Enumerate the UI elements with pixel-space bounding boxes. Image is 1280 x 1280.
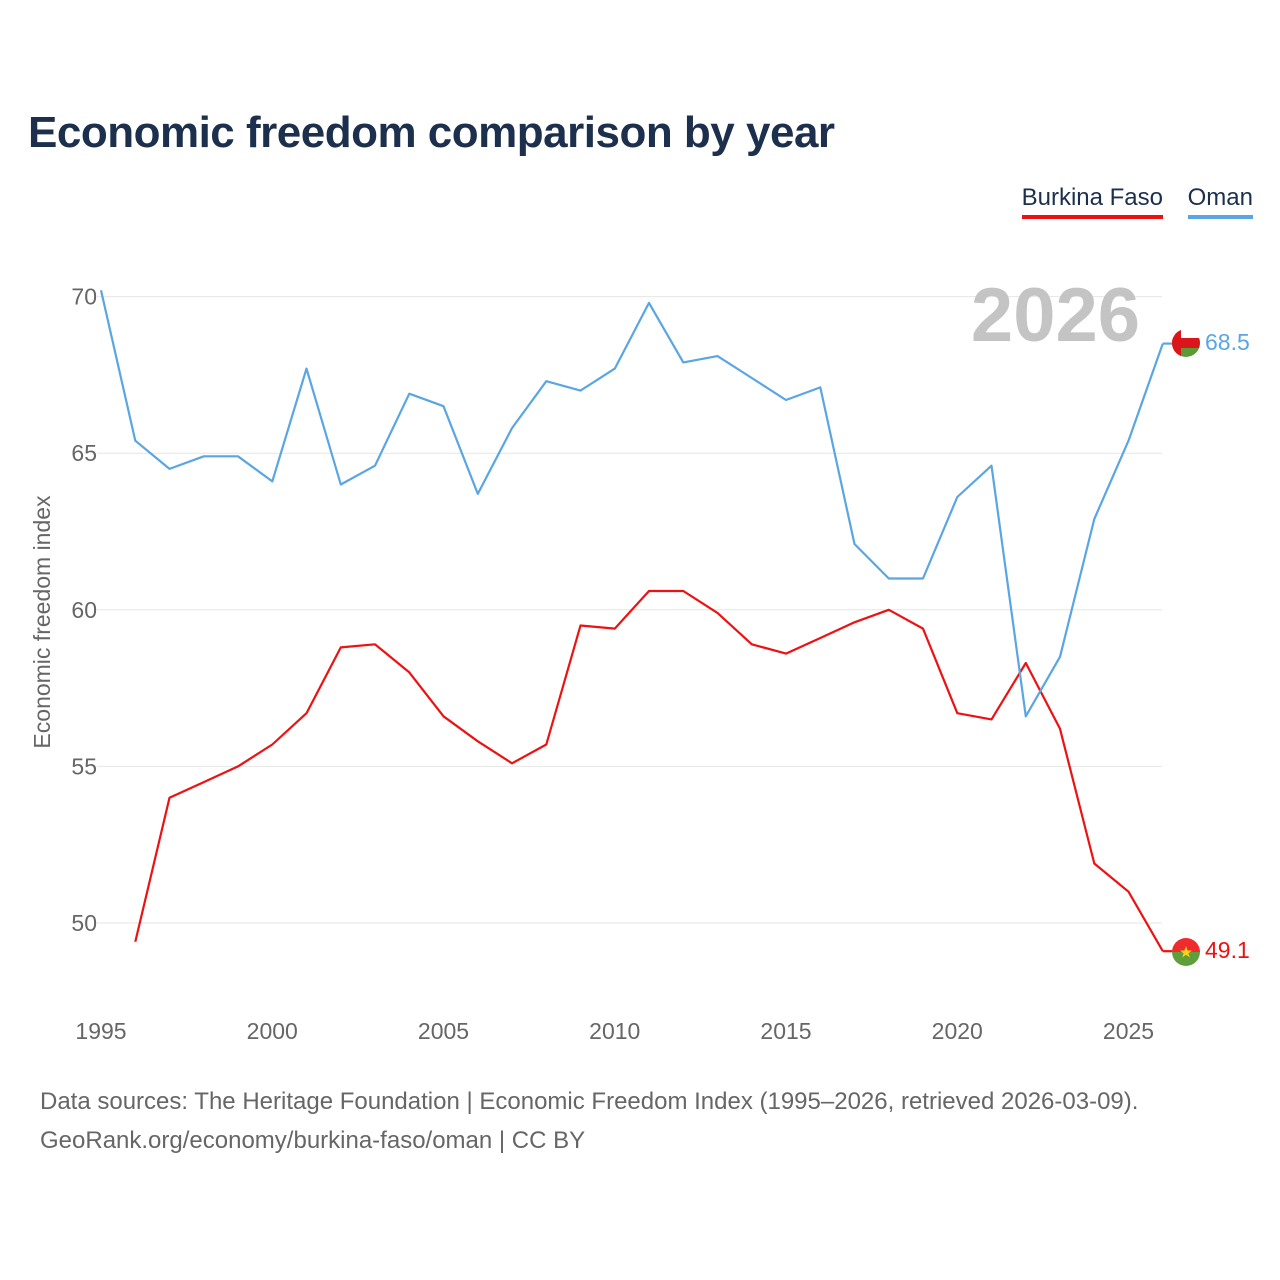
burkina-faso-end-value-label: 49.1 (1205, 937, 1250, 963)
oman-flag-icon (1172, 329, 1200, 357)
y-axis-ticks: 50 55 60 65 70 (71, 284, 97, 936)
y-tick-label-55: 55 (71, 753, 97, 779)
x-tick-label-2010: 2010 (589, 1018, 640, 1044)
x-axis-ticks: 1995 2000 2005 2010 2015 2020 2025 (75, 1018, 1154, 1044)
series-line-burkina-faso (134, 589, 1164, 952)
chart-title: Economic freedom comparison by year (28, 108, 835, 157)
x-tick-label-2005: 2005 (418, 1018, 469, 1044)
burkina-faso-flag-icon (1172, 938, 1200, 966)
y-tick-label-60: 60 (71, 597, 97, 623)
source-link[interactable]: GeoRank.org/economy/burkina-faso/oman | … (40, 1127, 586, 1154)
x-tick-label-2020: 2020 (932, 1018, 983, 1044)
grid-lines (97, 296, 1162, 924)
y-axis-label: Economic freedom index (29, 495, 55, 749)
legend-item-burkina-faso[interactable]: Burkina Faso (1021, 184, 1163, 219)
series-line-oman (99, 290, 1164, 718)
legend-item-oman[interactable]: Oman (1187, 184, 1253, 219)
year-label: 2026 (971, 273, 1140, 358)
y-tick-label-65: 65 (71, 440, 97, 466)
x-tick-label-1995: 1995 (75, 1018, 126, 1044)
y-tick-label-70: 70 (71, 284, 97, 310)
series-lines (99, 290, 1172, 953)
data-source-note: Data sources: The Heritage Foundation | … (40, 1088, 1139, 1115)
x-tick-label-2015: 2015 (760, 1018, 811, 1044)
x-tick-label-2000: 2000 (247, 1018, 298, 1044)
oman-end-value-label: 68.5 (1205, 329, 1250, 355)
y-tick-label-50: 50 (71, 910, 97, 936)
x-tick-label-2025: 2025 (1103, 1018, 1154, 1044)
